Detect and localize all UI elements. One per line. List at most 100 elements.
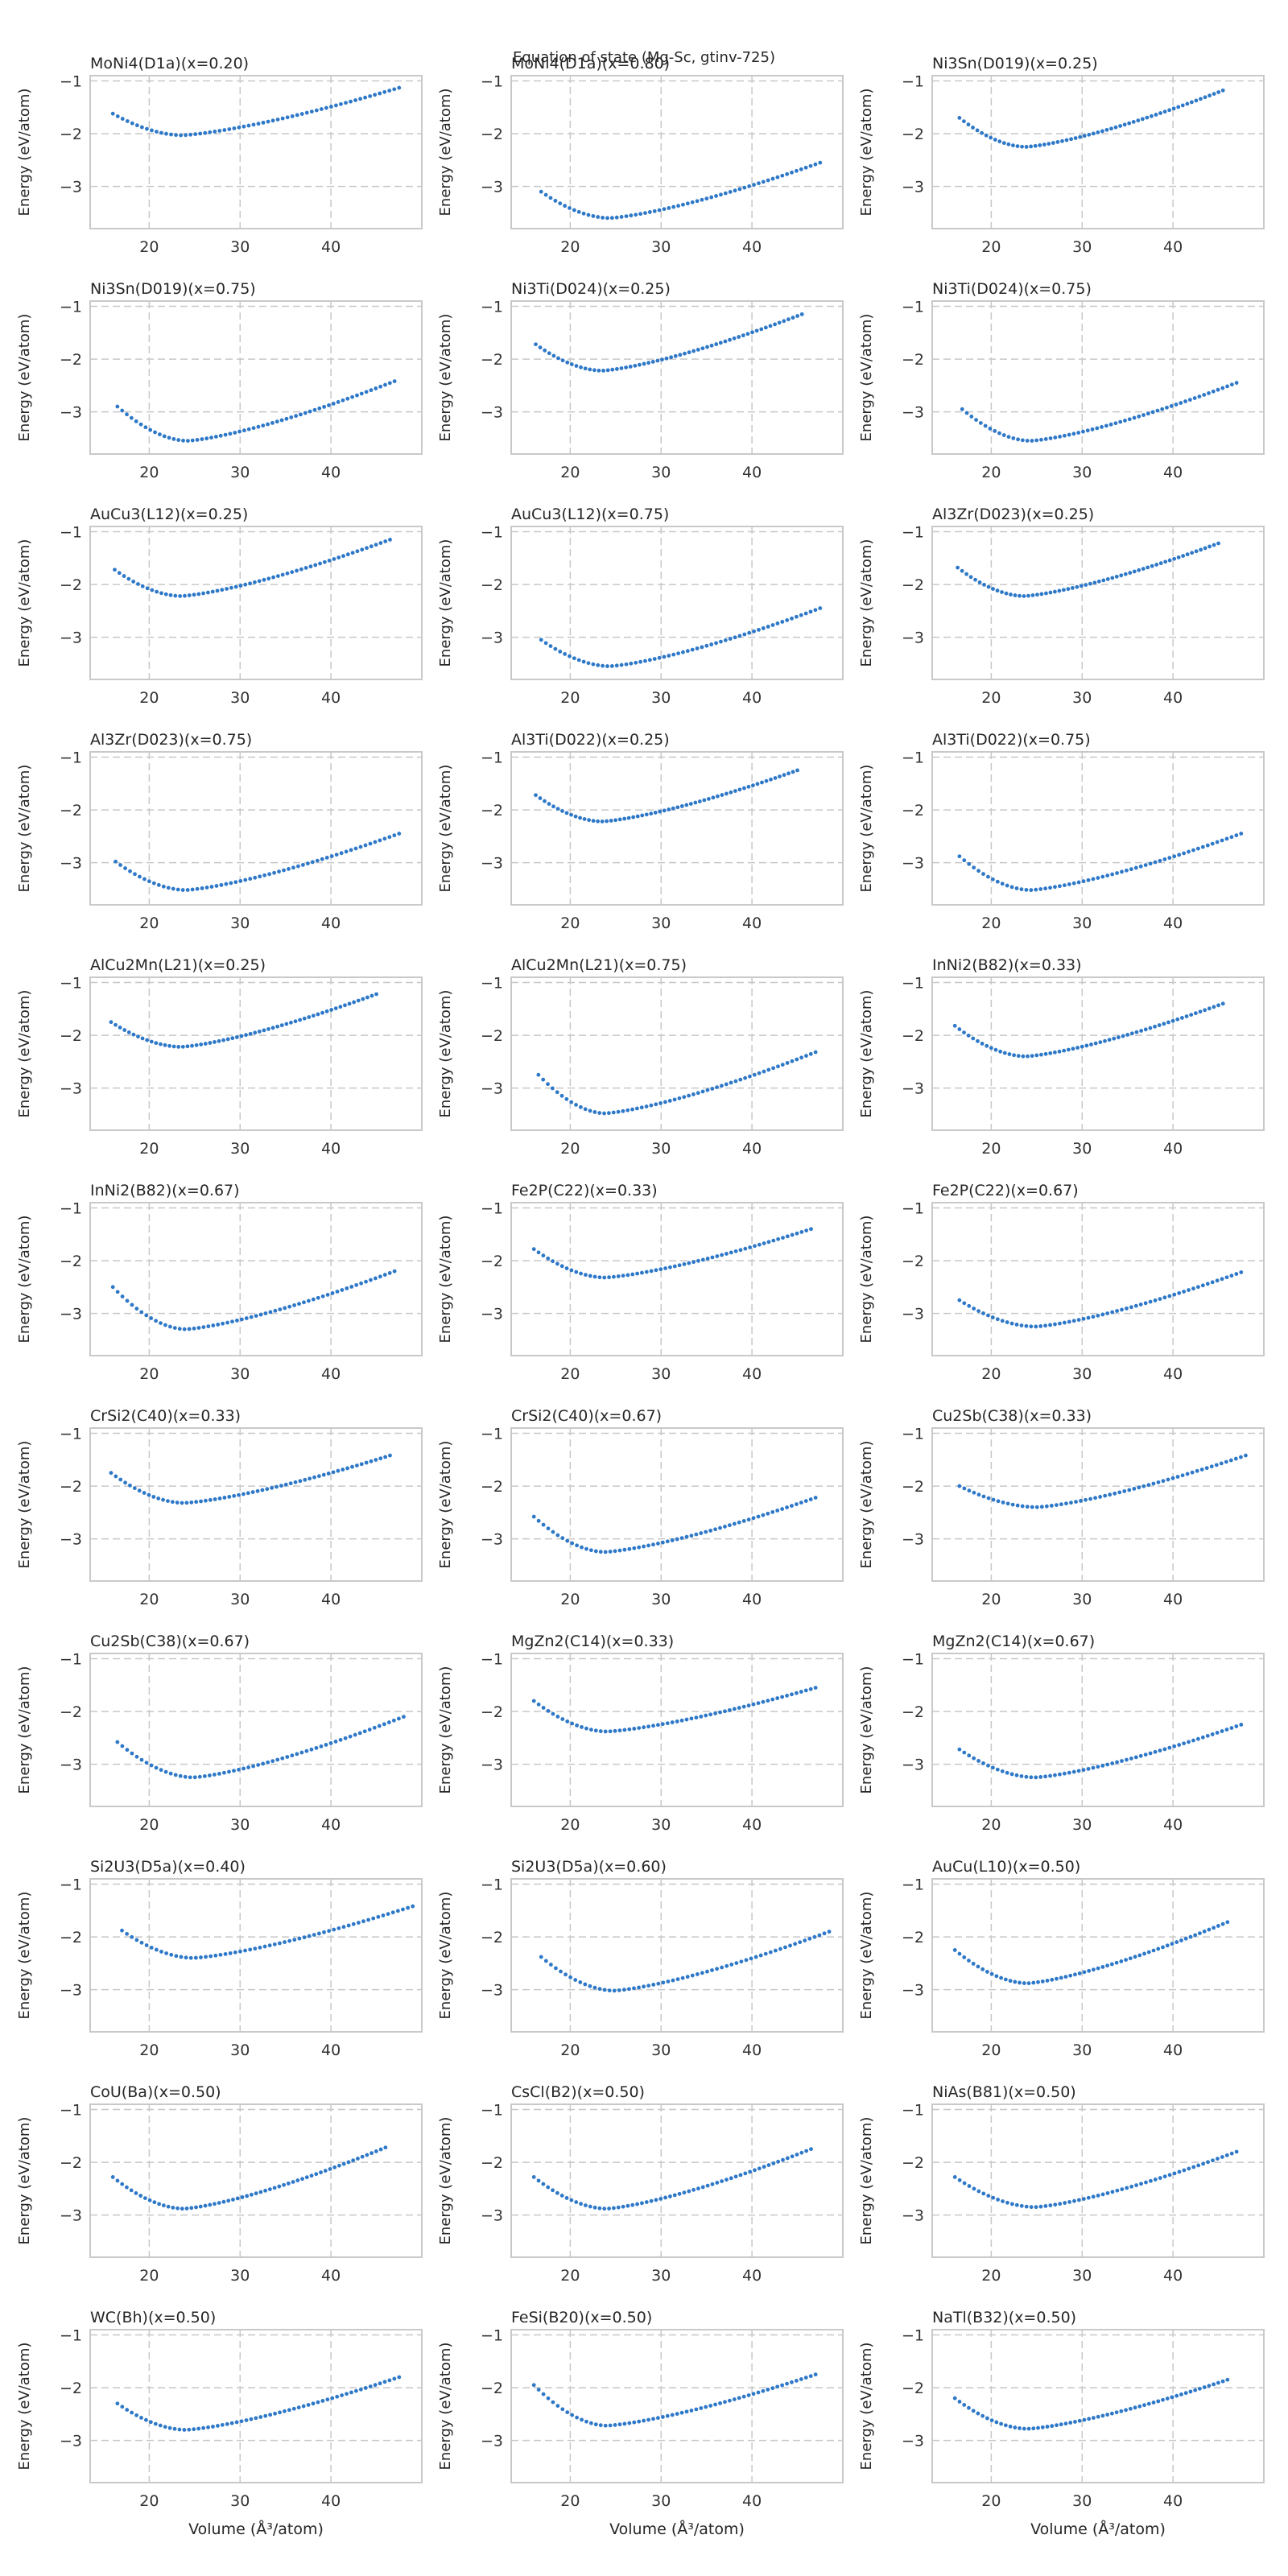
data-point xyxy=(168,592,173,597)
data-point xyxy=(134,2191,138,2195)
data-point xyxy=(752,1072,757,1077)
data-point xyxy=(1233,1456,1238,1461)
data-point xyxy=(626,815,631,820)
data-point xyxy=(1143,863,1148,867)
subplot-title: MgZn2(C14)(x=0.33) xyxy=(511,1633,674,1650)
data-point xyxy=(665,1721,670,1726)
data-point xyxy=(642,2418,646,2423)
data-point xyxy=(154,1319,159,1323)
data-point xyxy=(322,404,327,409)
data-point xyxy=(808,609,813,614)
data-point xyxy=(1071,1769,1076,1774)
data-point xyxy=(1066,587,1071,592)
data-point xyxy=(318,561,322,566)
data-point xyxy=(1039,437,1043,442)
subplot-frame xyxy=(931,1427,1265,1582)
data-point xyxy=(169,132,173,137)
y-tick-label: −1 xyxy=(481,2102,503,2120)
data-point xyxy=(1158,2176,1162,2180)
data-point xyxy=(1085,428,1090,433)
data-point xyxy=(769,777,773,782)
x-tick-label: 20 xyxy=(981,2492,1001,2510)
data-point xyxy=(1118,419,1123,424)
data-point xyxy=(1129,2184,1134,2189)
data-point xyxy=(1016,1054,1021,1059)
data-point xyxy=(351,1922,356,1926)
data-point xyxy=(766,1699,770,1703)
data-point xyxy=(114,1474,118,1479)
y-tick-label: −2 xyxy=(481,2380,503,2397)
x-tick-label: 40 xyxy=(742,914,762,932)
data-point xyxy=(723,1709,727,1714)
data-point xyxy=(531,1247,536,1252)
data-point xyxy=(603,1729,608,1734)
data-point xyxy=(196,592,201,597)
data-point xyxy=(229,881,233,886)
data-point xyxy=(308,1476,312,1481)
data-point xyxy=(1058,884,1062,889)
data-point xyxy=(671,1978,675,1983)
data-point xyxy=(268,2413,273,2417)
data-point xyxy=(1132,569,1137,574)
data-point xyxy=(671,652,676,657)
data-point xyxy=(771,1066,776,1071)
data-point xyxy=(1072,2198,1076,2203)
data-point xyxy=(353,1732,357,1737)
data-point xyxy=(316,1295,320,1300)
data-point xyxy=(1162,857,1167,861)
data-point xyxy=(559,2194,564,2198)
data-point xyxy=(644,812,649,817)
data-point xyxy=(967,1753,972,1758)
data-point xyxy=(727,2398,732,2403)
y-tick-label: −2 xyxy=(60,576,82,594)
y-tick-label: −3 xyxy=(481,1757,503,1774)
x-tick-label: 20 xyxy=(139,1816,159,1834)
data-point xyxy=(658,2197,663,2201)
subplot-title: Ni3Ti(D024)(x=0.25) xyxy=(511,280,671,298)
subplot-frame xyxy=(510,751,844,906)
data-point xyxy=(617,1988,621,1992)
data-point xyxy=(1207,390,1211,395)
data-point xyxy=(251,1764,255,1769)
x-tick-label: 30 xyxy=(651,238,671,256)
data-point xyxy=(129,415,134,420)
data-point xyxy=(700,1089,705,1094)
y-tick-label: −1 xyxy=(902,749,924,767)
y-axis-label: Energy (eV/atom) xyxy=(437,990,454,1118)
data-point xyxy=(1162,1022,1166,1026)
data-point xyxy=(316,2400,320,2405)
x-tick-label: 30 xyxy=(230,1365,250,1383)
data-point xyxy=(309,109,314,114)
data-point xyxy=(345,552,350,557)
data-point xyxy=(543,641,548,646)
data-point xyxy=(353,846,358,851)
y-tick-label: −1 xyxy=(481,2327,503,2345)
data-point xyxy=(1141,1484,1146,1488)
data-point xyxy=(673,353,678,358)
data-point xyxy=(553,198,558,203)
data-point xyxy=(1138,1753,1143,1758)
subplot-title: Al3Zr(D023)(x=0.75) xyxy=(90,731,252,749)
y-tick-label: −3 xyxy=(902,630,924,647)
data-point xyxy=(1175,1475,1180,1479)
figure-title: Equation of state (Mg-Sc, gtinv-725) xyxy=(513,49,775,66)
data-point xyxy=(547,802,551,806)
data-point xyxy=(1148,861,1153,866)
data-point xyxy=(125,2185,129,2190)
data-point xyxy=(1060,138,1064,143)
data-point xyxy=(1175,1017,1180,1022)
subplot-title: AlCu2Mn(L21)(x=0.75) xyxy=(511,956,687,974)
data-point xyxy=(340,1288,345,1292)
y-tick-label: −3 xyxy=(902,179,924,196)
data-point xyxy=(766,1511,770,1516)
data-point xyxy=(368,2384,373,2388)
data-point xyxy=(723,638,728,642)
data-point xyxy=(132,1486,137,1491)
data-point xyxy=(756,1514,761,1519)
data-point xyxy=(366,1918,371,1922)
data-point xyxy=(642,1544,646,1549)
data-point xyxy=(336,1926,341,1930)
data-point xyxy=(660,1722,665,1727)
data-point xyxy=(1014,1773,1019,1777)
